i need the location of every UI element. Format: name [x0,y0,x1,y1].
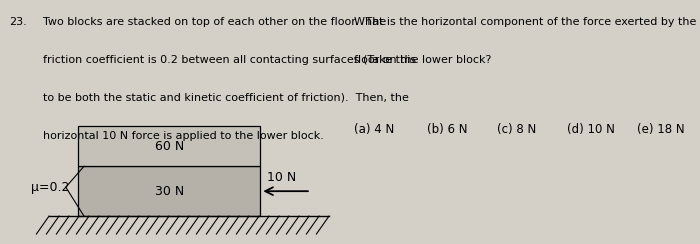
Text: What is the horizontal component of the force exerted by the: What is the horizontal component of the … [354,17,696,27]
Text: 10 N: 10 N [267,171,297,184]
Bar [78,126,260,166]
Text: 30 N: 30 N [155,185,184,198]
Text: (a) 4 N: (a) 4 N [354,123,393,136]
Bar [78,166,260,216]
Text: (b) 6 N: (b) 6 N [427,123,468,136]
Text: Two blocks are stacked on top of each other on the floor.  The: Two blocks are stacked on top of each ot… [43,17,386,27]
Text: (c) 8 N: (c) 8 N [497,123,536,136]
Text: to be both the static and kinetic coefficient of friction).  Then, the: to be both the static and kinetic coeffi… [43,93,409,103]
Text: horizontal 10 N force is applied to the lower block.: horizontal 10 N force is applied to the … [43,131,324,141]
Text: floor on the lower block?: floor on the lower block? [354,55,491,65]
Text: μ=0.2: μ=0.2 [31,181,69,194]
Text: (e) 18 N: (e) 18 N [637,123,685,136]
Text: 60 N: 60 N [155,140,184,153]
Text: 23.: 23. [9,17,27,27]
Text: (d) 10 N: (d) 10 N [567,123,615,136]
Text: friction coefficient is 0.2 between all contacting surfaces (Take this: friction coefficient is 0.2 between all … [43,55,416,65]
